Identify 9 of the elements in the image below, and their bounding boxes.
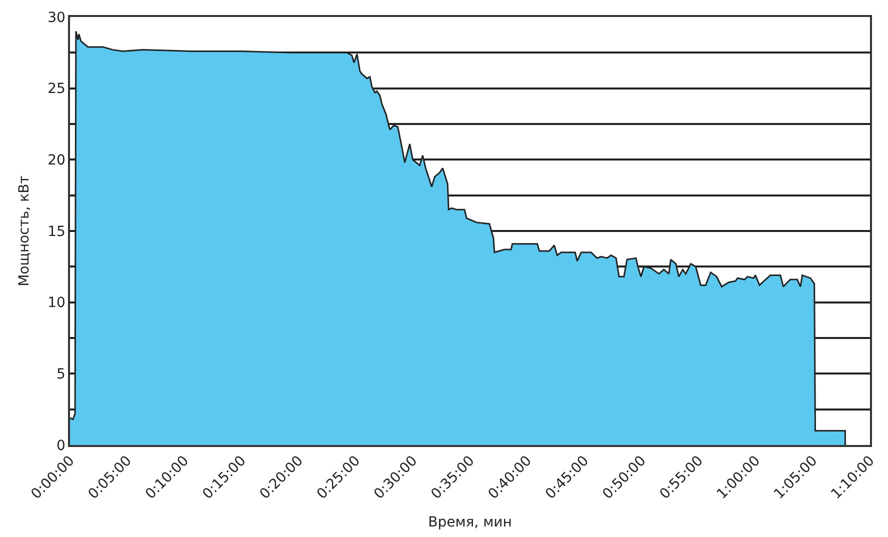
y-tick-label: 10	[48, 295, 66, 312]
y-tick-label: 15	[48, 224, 66, 240]
y-axis-title: Мощность, кВт	[16, 176, 33, 286]
y-tick-label: 25	[48, 81, 66, 98]
x-axis-title: Время, мин	[428, 514, 512, 530]
y-tick-label: 30	[48, 10, 66, 26]
y-tick-label: 20	[48, 152, 66, 169]
y-tick-label: 0	[56, 438, 66, 454]
y-tick-label: 5	[56, 366, 66, 383]
